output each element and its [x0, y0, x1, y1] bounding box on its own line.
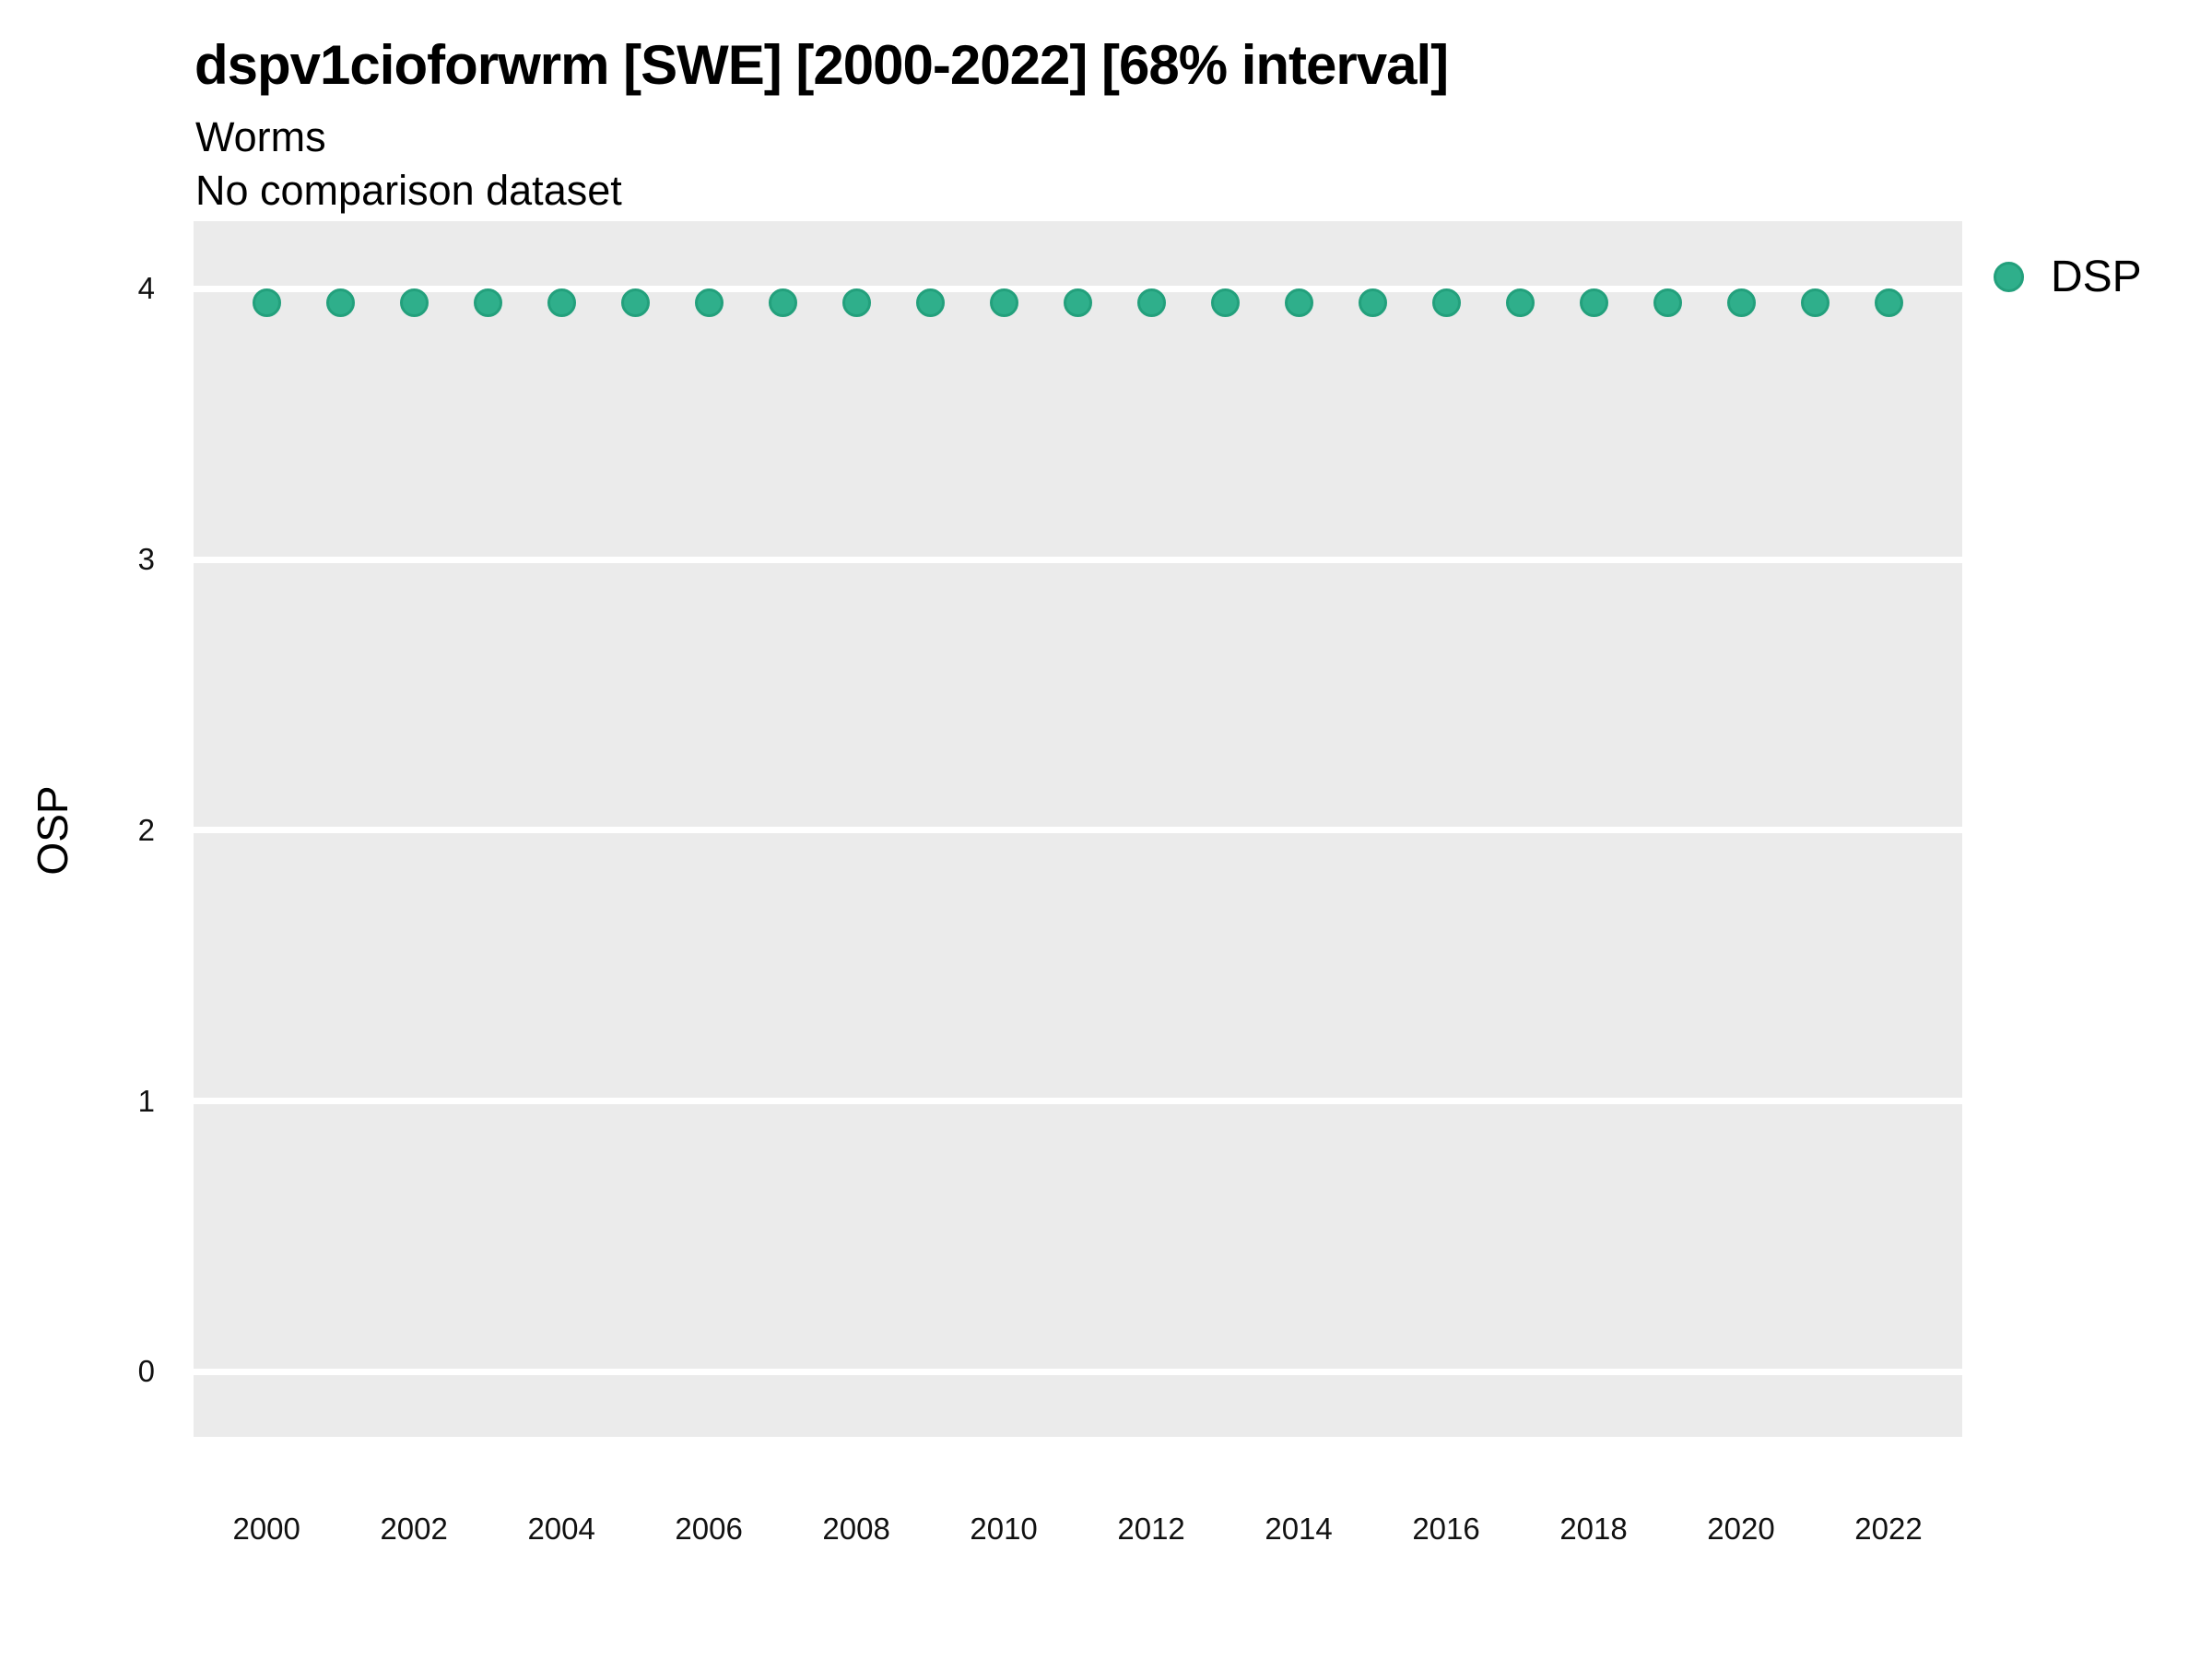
x-tick-label-2014: 2014	[1265, 1512, 1333, 1546]
x-tick-label-2022: 2022	[1854, 1512, 1923, 1546]
data-point-DSP-2004	[547, 288, 576, 317]
data-point-DSP-2010	[989, 288, 1018, 317]
data-point-DSP-2001	[325, 288, 355, 317]
y-tick-label-2: 2	[137, 812, 155, 847]
data-point-DSP-2015	[1358, 288, 1387, 317]
gridline-y-2	[194, 827, 1962, 834]
y-axis-title: OSP	[29, 785, 76, 876]
chart-subtitle: Worms	[195, 113, 326, 160]
data-point-DSP-2011	[1063, 288, 1092, 317]
x-tick-label-2000: 2000	[232, 1512, 300, 1546]
x-tick-label-2002: 2002	[380, 1512, 448, 1546]
data-point-DSP-2020	[1726, 288, 1756, 317]
data-point-DSP-2008	[841, 288, 871, 317]
y-tick-label-3: 3	[137, 542, 155, 577]
y-tick-label-4: 4	[137, 271, 155, 306]
data-point-DSP-2019	[1653, 288, 1682, 317]
chart-title: dspv1cioforwrm [SWE] [2000-2022] [68% in…	[194, 34, 1449, 96]
data-point-DSP-2002	[399, 288, 429, 317]
y-tick-label-1: 1	[137, 1083, 155, 1118]
data-point-DSP-2012	[1136, 288, 1166, 317]
gridline-y-0	[194, 1368, 1962, 1375]
data-point-DSP-2017	[1505, 288, 1535, 317]
legend-dot-icon	[1994, 261, 2024, 292]
legend-label: DSP	[2051, 252, 2142, 301]
legend: DSP	[1994, 247, 2142, 306]
x-tick-label-2008: 2008	[822, 1512, 890, 1546]
data-point-DSP-2018	[1579, 288, 1608, 317]
data-point-DSP-2022	[1874, 288, 1903, 317]
x-tick-label-2004: 2004	[527, 1512, 595, 1546]
gridline-y-1	[194, 1098, 1962, 1105]
x-tick-label-2010: 2010	[970, 1512, 1038, 1546]
data-point-DSP-2006	[694, 288, 724, 317]
data-point-DSP-2000	[252, 288, 281, 317]
data-point-DSP-2005	[620, 288, 650, 317]
data-point-DSP-2016	[1431, 288, 1461, 317]
y-tick-label-0: 0	[137, 1354, 155, 1389]
x-tick-label-2006: 2006	[675, 1512, 743, 1546]
data-point-DSP-2003	[473, 288, 502, 317]
data-point-DSP-2021	[1800, 288, 1830, 317]
data-point-DSP-2014	[1284, 288, 1313, 317]
x-tick-label-2016: 2016	[1412, 1512, 1480, 1546]
gridline-y-3	[194, 556, 1962, 563]
data-point-DSP-2009	[915, 288, 945, 317]
chart-comparison-note: No comparison dataset	[195, 167, 622, 214]
plot-area	[194, 221, 1962, 1437]
x-tick-label-2020: 2020	[1707, 1512, 1775, 1546]
data-point-DSP-2013	[1210, 288, 1240, 317]
x-tick-label-2012: 2012	[1117, 1512, 1185, 1546]
x-tick-label-2018: 2018	[1559, 1512, 1628, 1546]
data-point-DSP-2007	[768, 288, 797, 317]
